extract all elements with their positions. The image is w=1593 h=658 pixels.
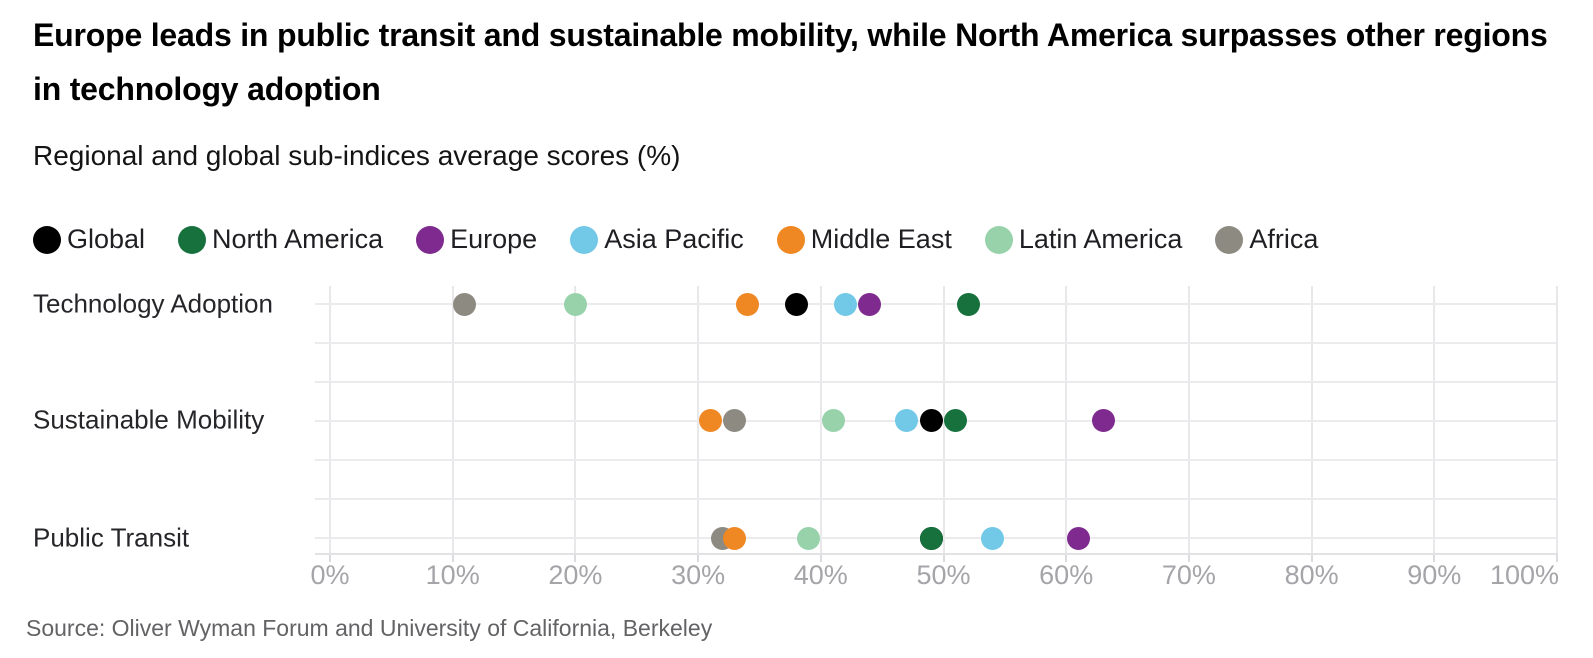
legend-label: Asia Pacific — [604, 224, 744, 254]
axis-tick — [1433, 553, 1436, 562]
vertical-gridline — [1556, 286, 1558, 553]
vertical-gridline — [1065, 286, 1068, 553]
legend-dot-middle-east — [776, 225, 805, 254]
legend-label: Global — [67, 224, 146, 254]
x-tick-label-70pct: 70% — [1161, 560, 1216, 590]
legend-dot-africa — [1215, 225, 1244, 254]
category-label-sustainable-mobility: Sustainable Mobility — [33, 404, 265, 435]
data-point-latin-america-public-transit[interactable] — [797, 526, 821, 550]
legend-dot-latin-america — [984, 225, 1013, 254]
x-tick-label-50pct: 50% — [916, 560, 971, 590]
data-point-north-america-public-transit[interactable] — [919, 526, 943, 550]
vertical-gridline — [1433, 286, 1436, 553]
vertical-gridline — [697, 286, 700, 553]
legend-item-middle-east[interactable]: Middle East — [776, 224, 952, 255]
legend-label: Europe — [450, 224, 538, 254]
x-tick-label-10pct: 10% — [425, 560, 480, 590]
category-label-public-transit: Public Transit — [33, 522, 190, 553]
horizontal-gridline — [315, 459, 1557, 461]
axis-tick — [1187, 553, 1190, 562]
axis-tick — [1556, 553, 1558, 562]
vertical-gridline — [329, 286, 331, 553]
legend-item-africa[interactable]: Africa — [1215, 224, 1318, 255]
x-tick-label-40pct: 40% — [793, 560, 848, 590]
horizontal-gridline — [315, 381, 1557, 383]
x-tick-label-0pct: 0% — [310, 560, 350, 590]
data-point-global-technology-adoption[interactable] — [784, 292, 808, 316]
horizontal-gridline — [315, 303, 1557, 305]
chart-subtitle: Regional and global sub-indices average … — [33, 140, 681, 171]
x-tick-label-100pct: 100% — [1489, 560, 1559, 590]
legend-item-asia-pacific[interactable]: Asia Pacific — [570, 224, 744, 255]
data-point-europe-sustainable-mobility[interactable] — [1091, 408, 1115, 432]
x-tick-label-90pct: 90% — [1407, 560, 1462, 590]
legend-item-europe[interactable]: Europe — [416, 224, 537, 255]
category-label-technology-adoption: Technology Adoption — [33, 288, 273, 319]
axis-tick — [1065, 553, 1068, 562]
axis-tick — [329, 553, 331, 562]
vertical-gridline — [942, 286, 945, 553]
legend: Global North America Europe Asia Pacific Mid… — [33, 224, 1318, 255]
legend-dot-europe — [416, 225, 445, 254]
legend-dot-global — [33, 225, 61, 254]
legend-label: Latin America — [1018, 224, 1183, 254]
legend-dot-north-america — [178, 225, 207, 254]
vertical-gridline — [574, 286, 577, 553]
horizontal-gridline — [315, 498, 1557, 500]
axis-tick — [819, 553, 822, 562]
data-point-europe-technology-adoption[interactable] — [858, 292, 882, 316]
legend-item-global[interactable]: Global — [33, 224, 145, 255]
vertical-gridline — [819, 286, 822, 553]
legend-item-latin-america[interactable]: Latin America — [984, 224, 1183, 255]
x-tick-label-80pct: 80% — [1284, 560, 1339, 590]
data-point-africa-technology-adoption[interactable] — [453, 292, 477, 316]
legend-label: Middle East — [810, 224, 952, 254]
legend-label: North America — [212, 224, 384, 254]
legend-item-north-america[interactable]: North America — [178, 224, 383, 255]
x-tick-label-20pct: 20% — [548, 560, 603, 590]
data-point-north-america-sustainable-mobility[interactable] — [944, 408, 968, 432]
data-point-latin-america-sustainable-mobility[interactable] — [821, 408, 845, 432]
data-point-asia-pacific-public-transit[interactable] — [981, 526, 1005, 550]
data-point-asia-pacific-technology-adoption[interactable] — [833, 292, 857, 316]
data-point-middle-east-technology-adoption[interactable] — [735, 292, 759, 316]
horizontal-gridline — [315, 342, 1557, 344]
data-point-middle-east-sustainable-mobility[interactable] — [698, 408, 722, 432]
source-note: Source: Oliver Wyman Forum and Universit… — [26, 615, 713, 641]
axis-tick — [1310, 553, 1313, 562]
data-point-north-america-technology-adoption[interactable] — [956, 292, 980, 316]
x-axis-line — [315, 553, 1557, 555]
data-point-global-sustainable-mobility[interactable] — [919, 408, 943, 432]
axis-tick — [451, 553, 454, 562]
axis-tick — [574, 553, 577, 562]
vertical-gridline — [1187, 286, 1190, 553]
data-point-middle-east-public-transit[interactable] — [723, 526, 747, 550]
data-point-europe-public-transit[interactable] — [1066, 526, 1090, 550]
vertical-gridline — [1310, 286, 1313, 553]
data-point-latin-america-technology-adoption[interactable] — [563, 292, 587, 316]
x-tick-label-30pct: 30% — [671, 560, 726, 590]
data-point-africa-sustainable-mobility[interactable] — [723, 408, 747, 432]
axis-tick — [697, 553, 700, 562]
legend-dot-asia-pacific — [570, 225, 599, 254]
vertical-gridline — [451, 286, 454, 553]
axis-tick — [942, 553, 945, 562]
legend-label: Africa — [1249, 224, 1319, 254]
x-tick-label-60pct: 60% — [1039, 560, 1094, 590]
plot-area — [315, 286, 1558, 562]
data-point-asia-pacific-sustainable-mobility[interactable] — [895, 408, 919, 432]
chart-title: Europe leads in public transit and susta… — [33, 17, 1548, 107]
